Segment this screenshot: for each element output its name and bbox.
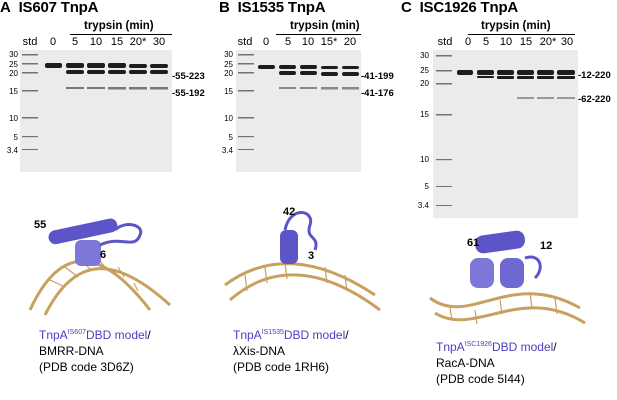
- panel-b-caption: TnpAIS1535DBD model/ λXis-DNA (PDB code …: [233, 328, 349, 374]
- panel-c-fragment-label: -62-220: [578, 94, 611, 105]
- panel-c-gel: [433, 50, 578, 218]
- marker-label: 20: [9, 69, 18, 78]
- panel-c-fragment-label: -12-220: [578, 70, 611, 81]
- marker-label: 10: [9, 114, 18, 123]
- panel-a-fragment-label: -55-192: [172, 88, 205, 99]
- panel-a-treatment-bar: [70, 34, 172, 35]
- marker-label: 5: [228, 133, 233, 142]
- panel-b-treatment-bar: [276, 34, 361, 35]
- panel-a-lane-label: 0: [49, 36, 57, 48]
- marker-label: 25: [224, 60, 233, 69]
- marker-label: 3.4: [6, 146, 18, 155]
- panel-c-title: C ISC1926 TnpA: [401, 0, 519, 16]
- panel-a-title: A IS607 TnpA: [0, 0, 99, 16]
- panel-b-std-label: std: [237, 36, 253, 48]
- panel-a-lane-label: 5: [71, 36, 79, 48]
- panel-b-lane-label: 5: [284, 36, 292, 48]
- panel-a-structure-label: 6: [100, 249, 107, 261]
- marker-label: 30: [9, 50, 18, 59]
- marker-label: 25: [420, 66, 429, 75]
- panel-c-caption: TnpAISC1926DBD model/ RacA-DNA (PDB code…: [436, 340, 557, 386]
- panel-b-structure-model: [224, 211, 381, 312]
- marker-label: 5: [13, 133, 18, 142]
- panel-b-lane-label: 20: [343, 36, 357, 48]
- panel-c-lane-label: 20*: [539, 36, 557, 48]
- panel-c-lane-label: 0: [464, 36, 472, 48]
- panel-c-gel-bands: [436, 55, 575, 206]
- marker-label: 5: [424, 182, 429, 191]
- panel-a-structure-label: 55: [34, 219, 47, 231]
- panel-a-gel: [20, 50, 172, 172]
- panel-c-structure-label: 61: [467, 237, 480, 249]
- panel-b-gel: [236, 50, 361, 172]
- panel-b-fragment-label: -41-176: [361, 88, 394, 99]
- panel-a-structure-model: [28, 218, 172, 316]
- panel-c-lane-label: 10: [499, 36, 513, 48]
- panel-b-lane-label: 10: [301, 36, 315, 48]
- marker-label: 10: [420, 155, 429, 164]
- panel-b-title: B IS1535 TnpA: [219, 0, 326, 16]
- panel-b-treatment-label: trypsin (min): [290, 20, 360, 32]
- panel-a-lane-label: 30: [152, 36, 166, 48]
- panel-a-fragment-label: -55-223: [172, 71, 205, 82]
- panel-b-lane-label: 0: [262, 36, 270, 48]
- panel-a-std-label: std: [22, 36, 38, 48]
- marker-label: 3.4: [417, 201, 429, 210]
- panel-a-gel-bands: [22, 54, 168, 150]
- marker-label: 25: [9, 60, 18, 69]
- panel-c-lane-label: 15: [519, 36, 533, 48]
- panel-a-caption: TnpAIS607DBD model/ BMRR-DNA (PDB code 3…: [39, 328, 151, 374]
- marker-label: 3.4: [221, 146, 233, 155]
- marker-label: 10: [224, 114, 233, 123]
- panel-b-lane-label: 15*: [320, 36, 338, 48]
- panel-a-lane-label: 20*: [129, 36, 147, 48]
- panel-c-lane-label: 5: [482, 36, 490, 48]
- panel-a-treatment-label: trypsin (min): [84, 20, 154, 32]
- panel-b-structure-label: 42: [283, 206, 296, 218]
- marker-label: 20: [224, 69, 233, 78]
- panel-c-treatment-label: trypsin (min): [481, 20, 551, 32]
- panel-b-fragment-label: -41-199: [361, 71, 394, 82]
- marker-label: 20: [420, 79, 429, 88]
- panel-c-structure-label: 12: [540, 240, 553, 252]
- panel-c-structure-model: [429, 230, 586, 325]
- panel-b-structure-label: 3: [308, 250, 315, 262]
- marker-label: 30: [420, 51, 429, 60]
- marker-label: 15: [420, 110, 429, 119]
- panel-c-std-label: std: [437, 36, 453, 48]
- panel-c-lane-label: 30: [560, 36, 574, 48]
- panel-a-lane-label: 15: [110, 36, 124, 48]
- panel-b-gel-bands: [238, 54, 359, 150]
- panel-a-lane-label: 10: [89, 36, 103, 48]
- marker-label: 15: [9, 87, 18, 96]
- panel-c-treatment-bar: [468, 34, 575, 35]
- marker-label: 30: [224, 50, 233, 59]
- marker-label: 15: [224, 87, 233, 96]
